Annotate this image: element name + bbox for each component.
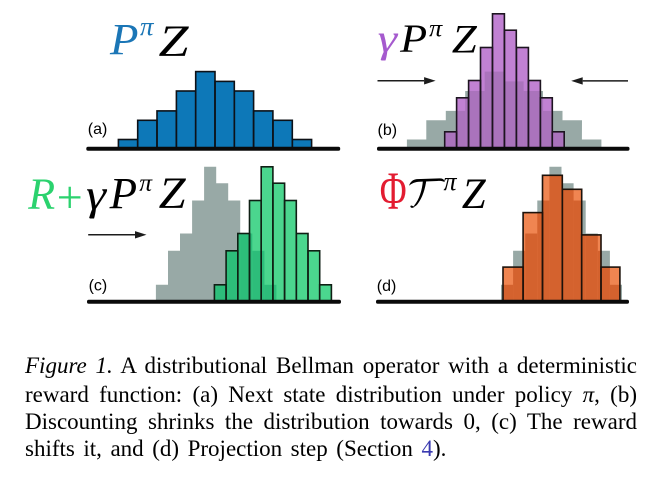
- svg-text:π: π: [429, 16, 444, 43]
- svg-text:Z: Z: [159, 168, 187, 217]
- svg-text:(d): (d): [377, 278, 397, 295]
- svg-text:(b): (b): [378, 122, 398, 139]
- svg-text:γ: γ: [378, 16, 399, 61]
- svg-text:π: π: [139, 168, 153, 197]
- svg-text:P: P: [399, 16, 427, 61]
- svg-text:R: R: [27, 169, 55, 218]
- svg-text:Z: Z: [462, 171, 487, 218]
- svg-text:Z: Z: [159, 16, 190, 65]
- svg-text:(a): (a): [88, 121, 108, 138]
- svg-text:π: π: [140, 12, 155, 41]
- svg-text:Φ: Φ: [380, 161, 407, 221]
- svg-text:+: +: [57, 171, 83, 222]
- svg-text:P: P: [109, 15, 139, 64]
- svg-text:Z: Z: [452, 16, 478, 61]
- svg-text:P: P: [109, 169, 138, 218]
- svg-text:γ: γ: [86, 172, 107, 219]
- svg-text:π: π: [444, 167, 458, 196]
- svg-text:(c): (c): [89, 277, 108, 294]
